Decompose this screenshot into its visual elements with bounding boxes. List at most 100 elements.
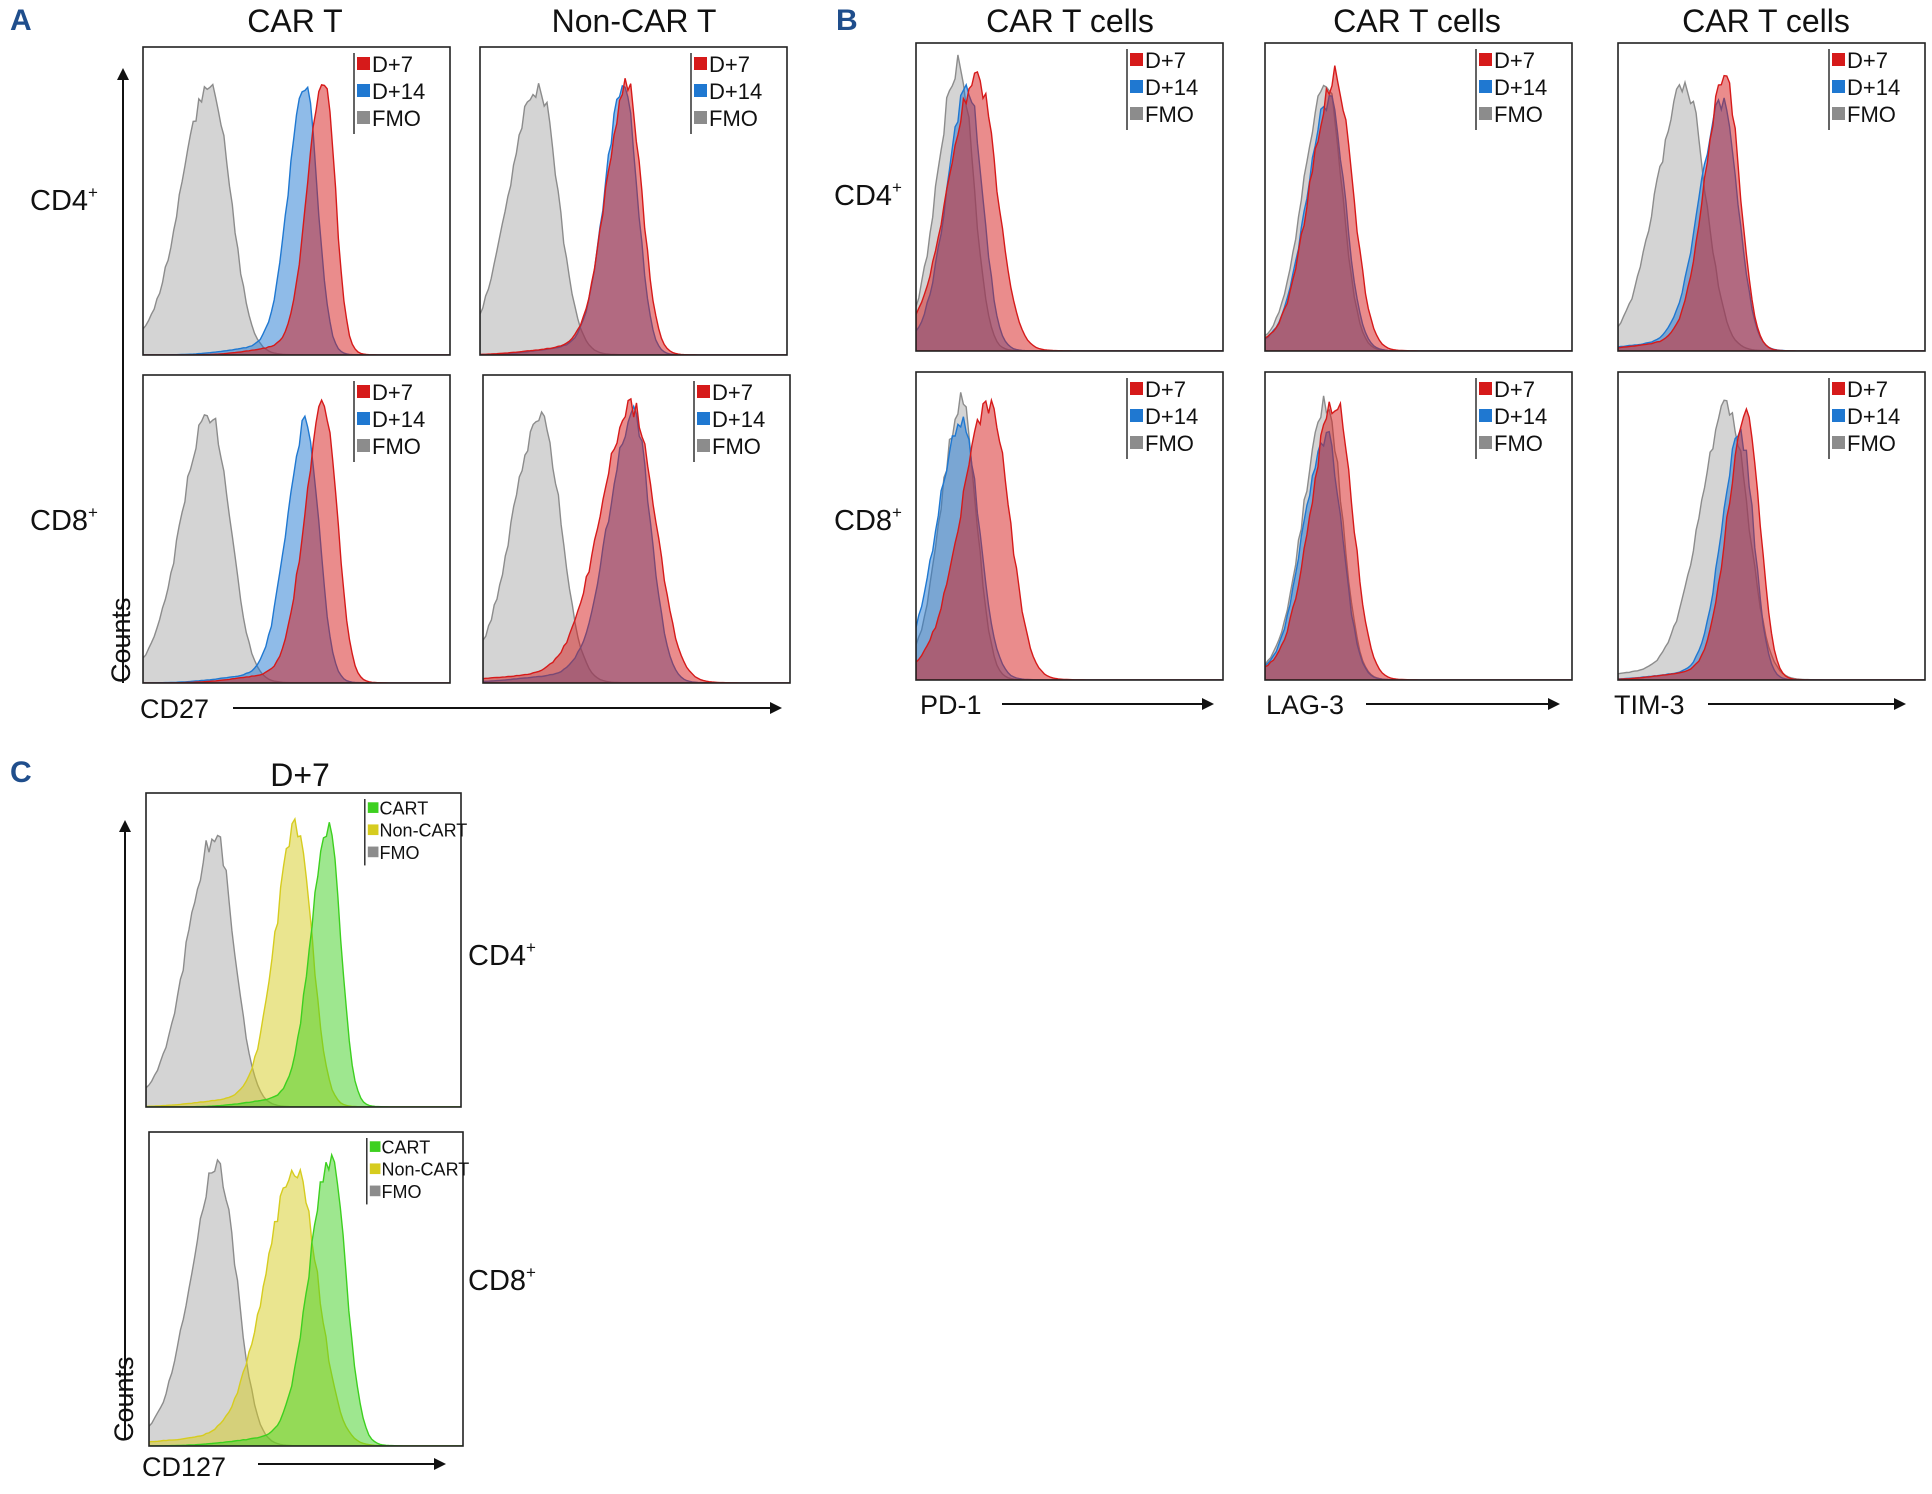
legend-label-d-7: D+7	[1494, 377, 1535, 402]
row-label-b-cd8-sup: +	[892, 503, 902, 522]
legend-label-d-14: D+14	[1847, 75, 1900, 100]
legend-swatch-d-7	[1130, 382, 1143, 395]
legend-swatch-d-14	[1130, 80, 1143, 93]
col-title-c: D+7	[270, 757, 330, 793]
legend-swatch-d-14	[694, 84, 707, 97]
legend-label-d-14: D+14	[1145, 404, 1198, 429]
legend-swatch-d-14	[357, 412, 370, 425]
legend-label-d-14: D+14	[372, 407, 425, 432]
legend-label-fmo: FMO	[1494, 431, 1543, 456]
legend-label-non-cart: Non-CART	[382, 1160, 470, 1180]
legend-label-d-7: D+7	[1145, 48, 1186, 73]
col-title-a-2: Non-CAR T	[552, 3, 717, 39]
panel-letter-a: A	[10, 4, 32, 37]
plot-frame	[148, 1131, 464, 1447]
col-title-a-1: CAR T	[247, 3, 342, 39]
plot-frame	[479, 46, 788, 356]
legend-swatch-cart	[369, 1141, 381, 1152]
legend-swatch-d-7	[357, 385, 370, 398]
legend-label-non-cart: Non-CART	[380, 821, 468, 841]
legend-label-fmo: FMO	[382, 1182, 422, 1202]
legend-label-d-14: D+14	[1494, 75, 1547, 100]
col-title-b-3: CAR T cells	[1682, 3, 1850, 39]
legend-swatch-d-14	[1479, 409, 1492, 422]
legend-swatch-d-14	[697, 412, 710, 425]
legend-label-d-7: D+7	[1494, 48, 1535, 73]
legend-swatch-fmo	[1479, 107, 1492, 120]
legend-swatch-fmo	[1832, 107, 1845, 120]
legend-label-fmo: FMO	[1145, 102, 1194, 127]
legend-swatch-d-7	[1479, 53, 1492, 66]
legend-swatch-fmo	[1130, 107, 1143, 120]
row-label-a-cd8-sup: +	[88, 503, 98, 522]
legend-label-d-14: D+14	[1494, 404, 1547, 429]
plot-frame	[1617, 42, 1926, 352]
legend-swatch-d-14	[1832, 80, 1845, 93]
plot-frame	[145, 792, 462, 1108]
legend-label-d-7: D+7	[1145, 377, 1186, 402]
legend-label-d-14: D+14	[712, 407, 765, 432]
legend-label-d-7: D+7	[1847, 377, 1888, 402]
legend-swatch-fmo	[1130, 436, 1143, 449]
xlabel-a: CD27	[140, 694, 209, 724]
legend-label-d-14: D+14	[1847, 404, 1900, 429]
col-title-b-2: CAR T cells	[1333, 3, 1501, 39]
legend-label-fmo: FMO	[712, 434, 761, 459]
histogram-series-group	[1618, 399, 1925, 680]
legend-label-d-7: D+7	[372, 52, 413, 77]
row-label-b-cd4: CD4+	[834, 178, 902, 212]
legend-swatch-fmo	[697, 439, 710, 452]
histogram-d-14	[143, 85, 450, 355]
legend-swatch-d-7	[357, 57, 370, 70]
row-label-b-cd4-sup: +	[892, 178, 902, 197]
row-label-c-cd4-sup: +	[526, 938, 536, 957]
legend-label-d-14: D+14	[709, 79, 762, 104]
xlabel-b-2: LAG-3	[1266, 690, 1344, 720]
row-label-a-cd8-main: CD8	[30, 505, 88, 537]
ylabel-c: Counts	[109, 1356, 139, 1442]
histogram-d-7	[480, 78, 787, 355]
legend-swatch-d-7	[694, 57, 707, 70]
legend-label-fmo: FMO	[372, 434, 421, 459]
row-label-a-cd4-sup: +	[88, 183, 98, 202]
plot-frame	[915, 371, 1224, 681]
legend-swatch-fmo	[694, 111, 707, 124]
row-label-c-cd8-sup: +	[526, 1263, 536, 1282]
histogram-series-group	[916, 392, 1223, 680]
legend-label-fmo: FMO	[1145, 431, 1194, 456]
legend-swatch-d-7	[697, 385, 710, 398]
legend-label-d-7: D+7	[1847, 48, 1888, 73]
xlabel-c: CD127	[142, 1452, 226, 1482]
legend-swatch-d-7	[1832, 53, 1845, 66]
row-label-c-cd4: CD4+	[468, 938, 536, 972]
legend-swatch-fmo	[357, 111, 370, 124]
legend-label-fmo: FMO	[1494, 102, 1543, 127]
plot-frame	[1617, 371, 1926, 681]
panel-letter-b: B	[836, 4, 858, 37]
ylabel-a: Counts	[106, 597, 136, 683]
row-label-a-cd4-main: CD4	[30, 185, 88, 217]
histogram-non-cart	[146, 817, 461, 1107]
plot-frame	[142, 46, 451, 356]
plot-frame	[915, 42, 1224, 352]
legend-swatch-d-14	[357, 84, 370, 97]
legend-label-d-7: D+7	[709, 52, 750, 77]
legend-swatch-d-14	[1130, 409, 1143, 422]
